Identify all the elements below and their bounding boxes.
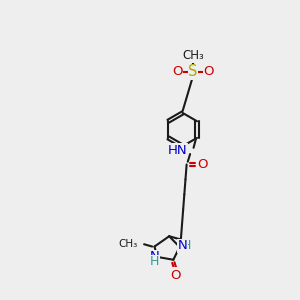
Text: O: O (172, 65, 183, 78)
Text: O: O (170, 269, 181, 282)
Text: N: N (178, 239, 187, 252)
Text: CH₃: CH₃ (182, 49, 204, 62)
Text: HN: HN (168, 144, 188, 157)
Text: O: O (203, 65, 214, 78)
Text: H: H (150, 256, 159, 268)
Text: CH₃: CH₃ (118, 239, 138, 249)
Text: N: N (150, 250, 159, 263)
Text: O: O (197, 158, 207, 171)
Text: H: H (182, 239, 191, 252)
Text: S: S (188, 64, 198, 79)
